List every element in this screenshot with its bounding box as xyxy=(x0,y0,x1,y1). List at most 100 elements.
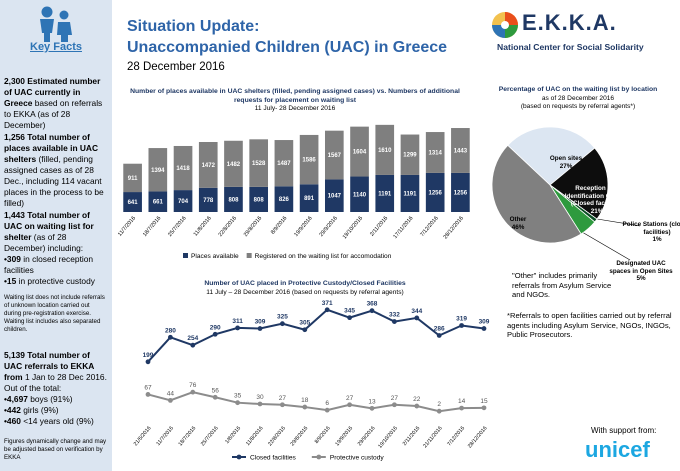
pie-label-name: Designated UAC spaces in Open Sites xyxy=(609,260,673,275)
fact-bold: 1,256 Total number of places available i… xyxy=(4,132,99,164)
chart-title: Percentage of UAC on the waiting list by… xyxy=(498,86,658,93)
data-label: 27 xyxy=(346,395,354,402)
pie-label-value: 1% xyxy=(652,236,662,243)
point xyxy=(280,402,285,408)
x-tick-label: 19/9/2016 xyxy=(334,425,354,447)
fact: 1,256 Total number of places available i… xyxy=(4,132,110,209)
bar-segment xyxy=(249,139,269,187)
data-label: 6 xyxy=(325,400,329,407)
icon-head xyxy=(41,6,53,18)
logo: E.K.K.A. xyxy=(522,10,617,35)
data-label: 1418 xyxy=(176,166,190,172)
x-tick-label: 28/12/2016 xyxy=(443,215,465,240)
point xyxy=(459,323,464,328)
data-label: 1528 xyxy=(252,161,266,167)
bullet: •460 <14 years old (9%) xyxy=(4,416,110,427)
bar-segment xyxy=(299,184,319,212)
x-tick-label: 11/8/2016 xyxy=(245,425,265,447)
chart-subtitle: 11 July- 28 December 2016 xyxy=(254,105,336,112)
title-block: Situation Update: Unaccompanied Children… xyxy=(127,16,447,58)
data-label: 808 xyxy=(228,197,239,203)
legend-swatch xyxy=(246,253,252,258)
data-label: 344 xyxy=(411,308,422,315)
data-label: 1256 xyxy=(428,190,442,196)
pie-label: Other 46% xyxy=(482,216,554,231)
date: 28 December 2016 xyxy=(127,61,225,73)
fact: 2,300 Estimated number of UAC currently … xyxy=(4,76,110,131)
legend-label: Registered on the waiting list for accom… xyxy=(255,253,392,260)
point xyxy=(280,321,285,327)
pie-label-name: Open sites xyxy=(549,155,583,162)
bullet-text: <14 years old (9%) xyxy=(23,416,94,426)
data-label: 1487 xyxy=(277,161,291,167)
x-tick-label: 29/9/2016 xyxy=(357,425,377,447)
pie-label-value: 5% xyxy=(636,275,646,282)
pie-label-name: Reception and Identification Centers (Cl… xyxy=(564,185,630,207)
fact: 5,139 Total number of UAC referrals to E… xyxy=(4,350,110,427)
legend-marker xyxy=(316,454,322,460)
children-icon xyxy=(40,6,72,42)
data-label: 911 xyxy=(128,176,138,182)
pie-label-name: Other xyxy=(509,216,527,223)
x-tick-label: 18/7/2016 xyxy=(178,425,198,447)
data-label: 290 xyxy=(210,324,221,331)
point xyxy=(347,315,352,321)
data-label: 1394 xyxy=(151,168,165,174)
x-tick-label: 2/11/2016 xyxy=(369,215,389,237)
x-tick-label: 21/6/2016 xyxy=(133,425,153,447)
data-label: 704 xyxy=(178,199,189,205)
x-tick-label: 1/8/2016 xyxy=(224,425,242,445)
line xyxy=(147,391,485,413)
sidebar-bg xyxy=(0,0,112,471)
bar-segment xyxy=(198,142,218,188)
data-label: 309 xyxy=(479,319,490,326)
bar-segment xyxy=(451,128,470,173)
x-tick-label: 8/9/2016 xyxy=(314,425,332,445)
chart-subtitle: as of 28 December 2016 xyxy=(541,95,615,102)
title: Unaccompanied Children (UAC) in Greece xyxy=(127,39,448,56)
bar-segment xyxy=(274,186,294,212)
fact-bold: 5,139 Total number of UAC referrals to E… xyxy=(4,350,94,382)
x-tick-label: 29/8/2016 xyxy=(243,215,263,238)
x-tick-label: 18/7/2016 xyxy=(142,215,162,238)
point xyxy=(369,308,375,314)
data-label: 35 xyxy=(234,393,242,400)
data-label: 1191 xyxy=(403,191,417,197)
data-label: 280 xyxy=(165,327,176,334)
bar-segment xyxy=(451,172,470,212)
sidebar-heading: Key Facts xyxy=(30,41,82,53)
x-tick-label: 25/7/2016 xyxy=(200,425,220,447)
note: Figures dynamically change and may be ad… xyxy=(4,438,107,461)
pie-label-value: 46% xyxy=(511,223,525,231)
bar-segment xyxy=(173,190,193,212)
data-label: 1472 xyxy=(202,163,216,169)
data-label: 1191 xyxy=(378,191,392,197)
bar-segment xyxy=(425,172,445,212)
bullet-bold: •4,697 xyxy=(4,394,28,404)
bar-segment xyxy=(173,145,193,191)
pie-note: "Other" includes primarily referrals fro… xyxy=(512,271,612,299)
pie-slice xyxy=(491,144,582,244)
data-label: 311 xyxy=(232,318,243,325)
point xyxy=(392,319,397,324)
bar-segment xyxy=(224,140,243,187)
leader-line xyxy=(590,217,641,227)
data-label: 30 xyxy=(256,394,264,401)
support-label: With support from: xyxy=(591,426,657,435)
bullet-bold: •460 xyxy=(4,416,21,426)
pie-label-value: 27% xyxy=(559,162,573,170)
data-label: 661 xyxy=(153,200,164,206)
wheel-center xyxy=(501,21,509,29)
bullet-text: boys (91%) xyxy=(30,394,73,404)
point xyxy=(459,405,464,411)
point xyxy=(302,404,308,410)
data-label: 891 xyxy=(304,196,315,202)
point xyxy=(481,326,487,331)
legend-label: Places available xyxy=(191,253,239,260)
fact-text: (as of 28 December) including: xyxy=(4,232,84,253)
data-label: 286 xyxy=(434,325,445,332)
point xyxy=(145,359,151,365)
data-label: 1443 xyxy=(454,148,468,154)
leader-line xyxy=(581,231,631,261)
